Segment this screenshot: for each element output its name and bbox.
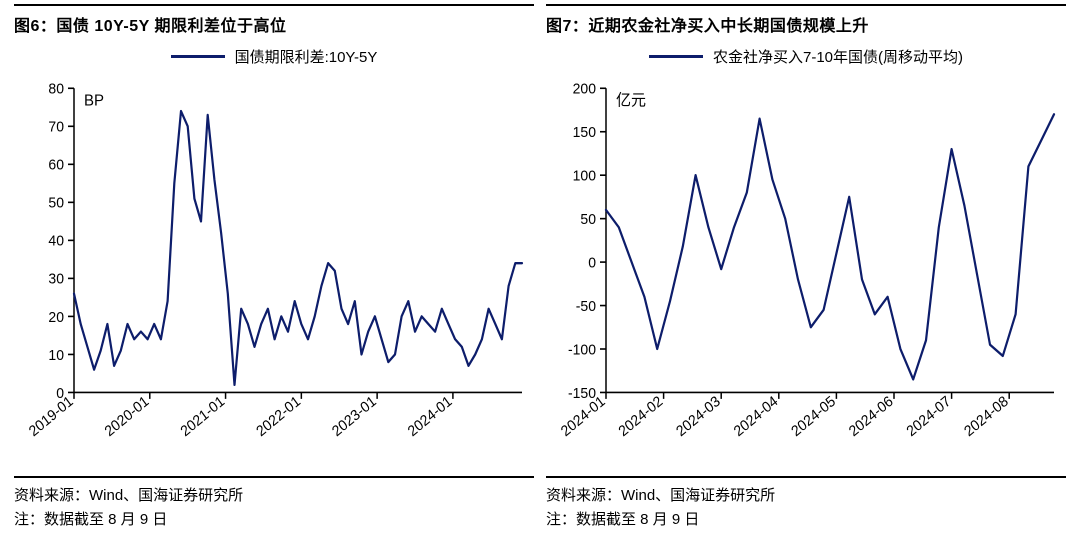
source-left: 资料来源：Wind、国海证券研究所 [14,484,534,508]
svg-text:60: 60 [48,157,64,174]
svg-text:BP: BP [84,92,104,110]
svg-text:2024-08: 2024-08 [962,393,1012,440]
legend-line-left [171,55,225,58]
note-right: 注：数据截至 8 月 9 日 [546,508,1066,532]
svg-text:2024-02: 2024-02 [616,393,666,440]
svg-text:50: 50 [48,195,64,212]
svg-text:200: 200 [573,81,596,98]
source-right: 资料来源：Wind、国海证券研究所 [546,484,1066,508]
footer-left: 资料来源：Wind、国海证券研究所 注：数据截至 8 月 9 日 [14,476,534,540]
svg-text:30: 30 [48,271,64,288]
legend-line-right [649,55,703,58]
panel-right: 图7：近期农金社净买入中长期国债规模上升 农金社净买入7-10年国债(周移动平均… [540,4,1072,540]
chart-area-right: -150-100-500501001502002024-012024-02202… [546,69,1066,476]
chart-title-left: 图6：国债 10Y-5Y 期限利差位于高位 [14,4,534,40]
svg-text:0: 0 [588,255,596,272]
svg-text:2024-07: 2024-07 [904,393,954,440]
svg-text:100: 100 [573,168,596,185]
chart-title-right: 图7：近期农金社净买入中长期国债规模上升 [546,4,1066,40]
panel-left: 图6：国债 10Y-5Y 期限利差位于高位 国债期限利差:10Y-5Y 0102… [8,4,540,540]
svg-text:2023-01: 2023-01 [330,393,380,440]
svg-text:80: 80 [48,81,64,98]
svg-text:-100: -100 [568,342,596,359]
svg-text:亿元: 亿元 [616,91,646,110]
svg-text:2024-05: 2024-05 [789,393,839,440]
svg-text:2024-04: 2024-04 [731,393,781,440]
svg-text:10: 10 [48,347,64,364]
svg-text:2024-01: 2024-01 [405,393,455,440]
legend-left: 国债期限利差:10Y-5Y [14,40,534,69]
svg-text:50: 50 [580,212,596,229]
legend-right: 农金社净买入7-10年国债(周移动平均) [546,40,1066,69]
footer-right: 资料来源：Wind、国海证券研究所 注：数据截至 8 月 9 日 [546,476,1066,540]
svg-text:2020-01: 2020-01 [102,393,152,440]
svg-text:2021-01: 2021-01 [178,393,228,440]
svg-text:20: 20 [48,309,64,326]
svg-text:40: 40 [48,233,64,250]
svg-text:2022-01: 2022-01 [254,393,304,440]
svg-text:70: 70 [48,119,64,136]
legend-label-left: 国债期限利差:10Y-5Y [235,46,378,67]
legend-label-right: 农金社净买入7-10年国债(周移动平均) [713,46,963,67]
chart-area-left: 010203040506070802019-012020-012021-0120… [14,69,534,476]
svg-text:150: 150 [573,125,596,142]
svg-text:-50: -50 [576,299,596,316]
svg-text:2024-06: 2024-06 [846,393,896,440]
svg-text:2024-03: 2024-03 [674,393,724,440]
svg-text:2019-01: 2019-01 [26,393,76,440]
note-left: 注：数据截至 8 月 9 日 [14,508,534,532]
